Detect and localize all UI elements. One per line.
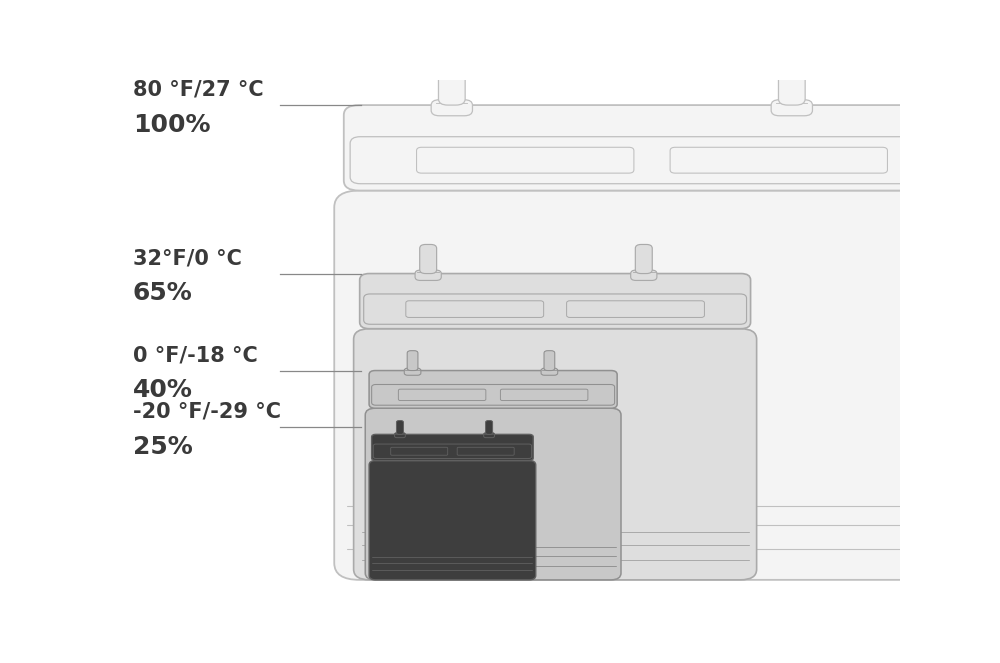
FancyBboxPatch shape bbox=[415, 270, 441, 280]
FancyBboxPatch shape bbox=[372, 385, 615, 405]
FancyBboxPatch shape bbox=[373, 444, 532, 458]
Text: 32°F/0 °C: 32°F/0 °C bbox=[133, 249, 242, 269]
FancyBboxPatch shape bbox=[334, 190, 970, 580]
FancyBboxPatch shape bbox=[365, 408, 621, 580]
Text: -20 °F/-29 °C: -20 °F/-29 °C bbox=[133, 402, 281, 422]
FancyBboxPatch shape bbox=[778, 60, 805, 105]
FancyBboxPatch shape bbox=[344, 105, 960, 190]
FancyBboxPatch shape bbox=[406, 301, 544, 318]
FancyBboxPatch shape bbox=[544, 351, 555, 371]
FancyBboxPatch shape bbox=[438, 60, 465, 105]
Text: 40%: 40% bbox=[133, 378, 193, 402]
FancyBboxPatch shape bbox=[417, 147, 634, 173]
FancyBboxPatch shape bbox=[486, 420, 493, 434]
FancyBboxPatch shape bbox=[457, 448, 514, 455]
FancyBboxPatch shape bbox=[431, 99, 472, 116]
FancyBboxPatch shape bbox=[420, 245, 437, 274]
FancyBboxPatch shape bbox=[395, 433, 405, 438]
Text: 65%: 65% bbox=[133, 281, 192, 305]
FancyBboxPatch shape bbox=[670, 147, 887, 173]
FancyBboxPatch shape bbox=[541, 368, 558, 375]
Text: 0 °F/-18 °C: 0 °F/-18 °C bbox=[133, 345, 258, 365]
Text: 100%: 100% bbox=[133, 113, 210, 137]
FancyBboxPatch shape bbox=[404, 368, 421, 375]
FancyBboxPatch shape bbox=[372, 434, 533, 461]
FancyBboxPatch shape bbox=[398, 389, 486, 400]
FancyBboxPatch shape bbox=[354, 329, 757, 580]
Text: 25%: 25% bbox=[133, 435, 192, 459]
FancyBboxPatch shape bbox=[391, 448, 448, 455]
FancyBboxPatch shape bbox=[771, 99, 812, 116]
FancyBboxPatch shape bbox=[407, 351, 418, 371]
FancyBboxPatch shape bbox=[484, 433, 495, 438]
FancyBboxPatch shape bbox=[360, 274, 751, 329]
FancyBboxPatch shape bbox=[369, 461, 536, 580]
FancyBboxPatch shape bbox=[631, 270, 657, 280]
FancyBboxPatch shape bbox=[635, 245, 652, 274]
FancyBboxPatch shape bbox=[364, 294, 747, 324]
FancyBboxPatch shape bbox=[369, 371, 617, 408]
FancyBboxPatch shape bbox=[350, 137, 954, 184]
Text: 80 °F/27 °C: 80 °F/27 °C bbox=[133, 80, 263, 100]
FancyBboxPatch shape bbox=[500, 389, 588, 400]
FancyBboxPatch shape bbox=[567, 301, 704, 318]
FancyBboxPatch shape bbox=[396, 420, 403, 434]
